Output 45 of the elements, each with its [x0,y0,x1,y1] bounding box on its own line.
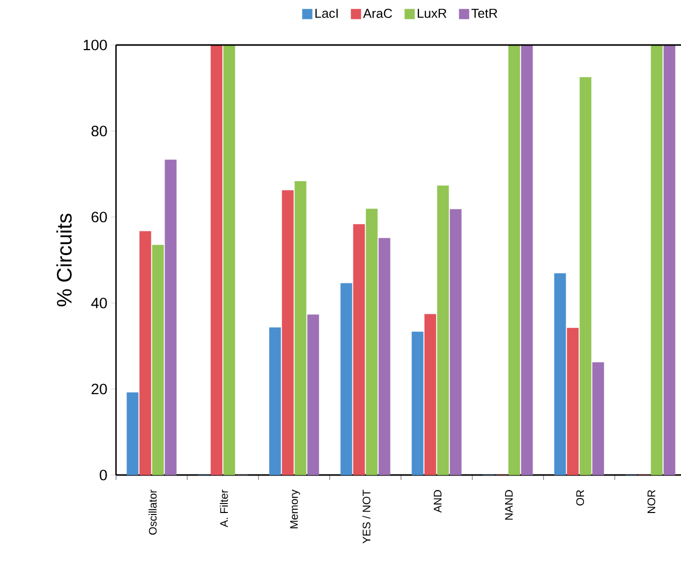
bar [412,332,424,476]
legend-label: LacI [315,8,338,18]
legend-label: AraC [363,8,392,18]
bar [378,238,390,476]
bar [592,362,604,476]
y-tick-label: 100 [84,40,107,50]
x-tick-label: OR [576,490,584,506]
x-tick-label: Memory [290,490,300,528]
bar [340,283,352,476]
legend-label: TetR [471,8,498,18]
bar [366,208,378,476]
x-tick-label: A. Filter [220,490,228,528]
bar [353,224,365,476]
bar [126,392,138,476]
bar [580,77,592,476]
bar [282,190,294,476]
y-tick-label: 20 [92,384,107,394]
bar [437,186,449,476]
x-tick-label: AND [434,490,442,513]
bar [307,314,320,476]
bar [450,209,462,476]
bar [650,44,663,476]
y-tick-label: 60 [92,212,107,222]
bar [554,273,566,476]
bar [521,44,533,476]
bar [269,327,281,476]
bar [152,244,164,476]
bar [508,44,520,476]
bar [164,160,177,476]
bar [424,314,436,476]
bar [294,181,306,476]
y-tick-label: 80 [92,126,107,136]
y-tick-label: 0 [100,470,107,480]
x-tick-label: Oscillator [148,490,157,535]
bar [210,44,222,476]
legend-label: LuxR [418,8,446,18]
x-tick-label: NOR [648,490,656,513]
bar [664,44,676,476]
x-tick-label: YES / NOT [362,490,370,544]
bar [223,44,236,476]
bar [139,231,152,476]
x-tick-label: NAND [505,490,513,520]
y-tick-label: 40 [91,298,107,308]
bar [566,328,579,476]
y-axis-title: % Circuits [56,214,72,306]
